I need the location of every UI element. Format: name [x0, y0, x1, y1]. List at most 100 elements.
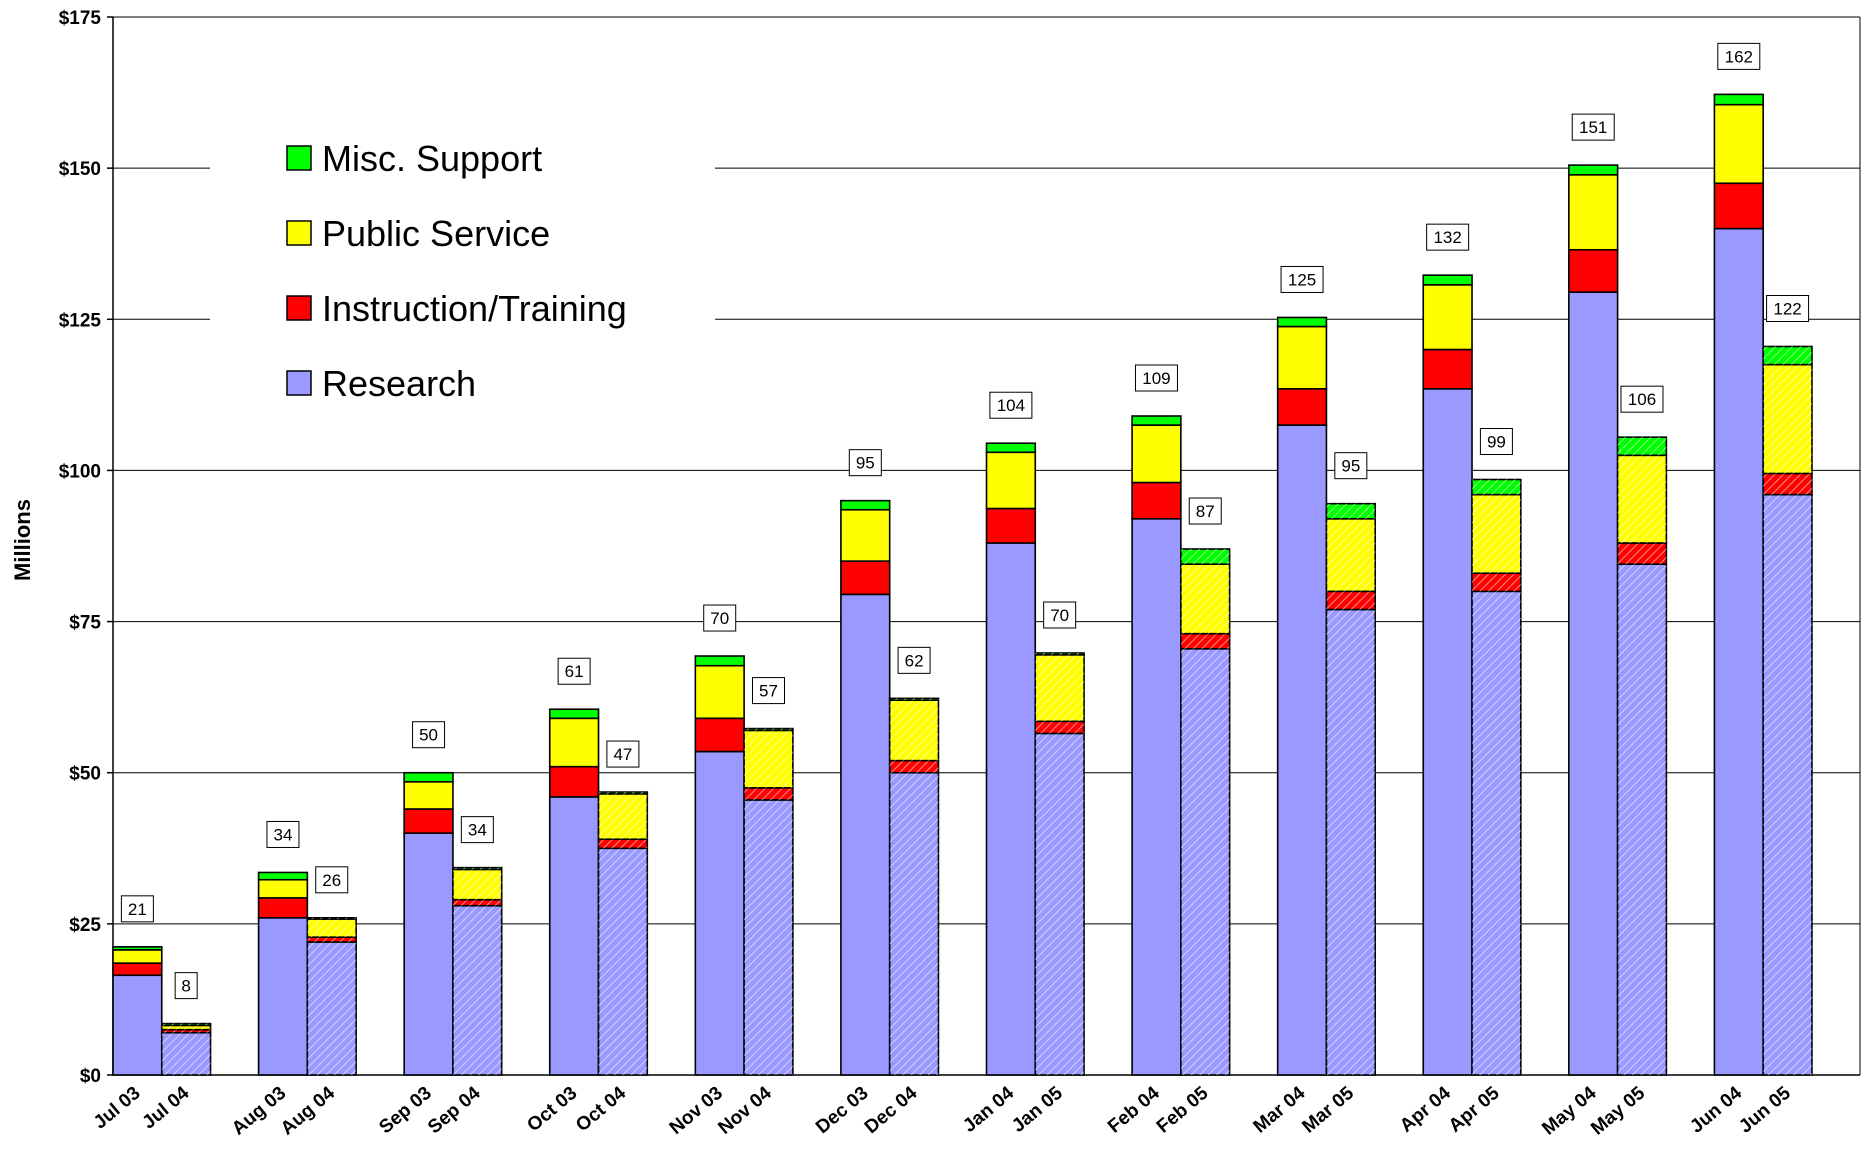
- bar-segment-research: [694, 750, 745, 1076]
- bar-hatch: [1472, 591, 1521, 1075]
- bar-segment-research: [257, 917, 309, 1076]
- bar-hatch: [1763, 346, 1812, 365]
- bar-segment-research: [1568, 291, 1619, 1076]
- bar-hatch: [744, 728, 793, 731]
- bar-hatch: [1035, 654, 1085, 722]
- bar-hatch: [1763, 494, 1812, 1075]
- bar-segment-instruction-training: [1131, 481, 1182, 520]
- bar-segment-public-service: [1276, 325, 1328, 390]
- total-label-box: [1043, 601, 1077, 629]
- x-tick-label: Jun 04: [1686, 1082, 1746, 1137]
- total-label: 99: [1487, 432, 1506, 451]
- total-label-box: [1766, 294, 1810, 322]
- bar-segment-misc-support: [1568, 164, 1619, 176]
- y-tick-label: $25: [69, 915, 101, 936]
- legend-swatch-research: [286, 370, 312, 396]
- bar-segment-instruction-training: [1568, 248, 1619, 293]
- total-label: 34: [468, 821, 487, 840]
- bar-hatch: [452, 905, 502, 1075]
- bar-segment-research: [1276, 424, 1328, 1076]
- bar-segment-misc-support: [1713, 93, 1764, 106]
- bar-segment-instruction-training: [985, 507, 1037, 544]
- x-tick-label: Jul 04: [139, 1082, 194, 1133]
- total-label: 21: [128, 900, 147, 919]
- total-label: 57: [759, 682, 778, 701]
- x-tick-label: Oct 04: [572, 1082, 630, 1136]
- total-label: 8: [181, 977, 190, 996]
- total-label-box: [412, 721, 446, 749]
- bar-hatch: [744, 730, 793, 788]
- x-tick-label: Jan 04: [959, 1082, 1018, 1136]
- bar-hatch: [307, 941, 357, 1075]
- total-label: 132: [1433, 228, 1461, 247]
- x-tick-label: Jan 05: [1008, 1082, 1067, 1136]
- bar-hatch: [889, 760, 939, 773]
- legend-label: Misc. Support: [322, 138, 542, 179]
- x-tick-label: Apr 04: [1396, 1082, 1455, 1136]
- bar-hatch: [598, 839, 648, 849]
- bar-hatch: [1326, 518, 1376, 592]
- bar-hatch: [1180, 633, 1230, 649]
- total-label: 95: [1341, 457, 1360, 476]
- x-tick-label: May 04: [1538, 1082, 1600, 1139]
- legend-label: Instruction/Training: [322, 288, 627, 329]
- bar-segment-instruction-training: [112, 962, 163, 977]
- total-label-box: [606, 740, 640, 768]
- x-tick-label: Nov 04: [714, 1082, 776, 1138]
- bar-hatch: [307, 937, 357, 942]
- total-label-box: [1571, 113, 1615, 141]
- bar-hatch: [1617, 542, 1667, 565]
- bar-segment-research: [1713, 227, 1764, 1076]
- legend-background: [210, 128, 715, 398]
- x-tick-label: May 05: [1587, 1082, 1649, 1139]
- total-label: 70: [1050, 606, 1069, 625]
- bar-segment-public-service: [1422, 284, 1473, 351]
- total-label-box: [1334, 452, 1368, 480]
- bar-hatch: [452, 899, 502, 906]
- bar-segment-misc-support: [985, 442, 1037, 454]
- x-tick-label: Aug 04: [277, 1082, 339, 1139]
- bar-hatch: [744, 787, 793, 800]
- y-tick-label: $125: [59, 310, 102, 331]
- bar-hatch: [1617, 437, 1667, 456]
- bar-segment-instruction-training: [840, 560, 891, 596]
- bar-segment-misc-support: [257, 871, 309, 881]
- bar-hatch: [1617, 564, 1667, 1075]
- total-label: 61: [565, 662, 584, 681]
- x-tick-label: Aug 03: [228, 1083, 290, 1140]
- legend-swatch-misc-support: [286, 145, 312, 171]
- bar-segment-misc-support: [840, 499, 891, 511]
- x-tick-label: Feb 04: [1104, 1082, 1164, 1137]
- total-label: 34: [274, 825, 293, 844]
- bar-segment-misc-support: [1131, 415, 1182, 426]
- bar-segment-research: [840, 593, 891, 1076]
- total-label: 109: [1142, 369, 1170, 388]
- bar-segment-public-service: [1568, 173, 1619, 251]
- bar-hatch: [889, 772, 939, 1075]
- bar-segment-public-service: [1713, 103, 1764, 185]
- x-tick-label: Mar 05: [1298, 1082, 1358, 1137]
- bar-hatch: [1035, 733, 1085, 1075]
- bar-segment-misc-support: [548, 708, 600, 720]
- total-label: 162: [1725, 47, 1753, 66]
- bar-segment-instruction-training: [257, 897, 309, 919]
- x-tick-label: Feb 05: [1153, 1082, 1213, 1137]
- total-label: 62: [905, 651, 924, 670]
- total-label: 70: [710, 609, 729, 628]
- total-label-box: [460, 816, 494, 844]
- x-tick-label: Apr 05: [1445, 1082, 1504, 1136]
- total-label-box: [1134, 364, 1178, 392]
- x-tick-label: Dec 03: [812, 1083, 872, 1138]
- bar-hatch: [452, 867, 502, 870]
- total-label: 26: [322, 871, 341, 890]
- legend: Misc. Support Public Service Instruction/T…: [210, 128, 715, 404]
- bar-hatch: [1180, 549, 1230, 565]
- x-tick-label: Jun 05: [1735, 1082, 1795, 1137]
- y-tick-label: $175: [59, 8, 102, 29]
- total-label: 125: [1288, 270, 1316, 289]
- total-label-box: [1280, 265, 1324, 293]
- bar-segment-instruction-training: [1713, 182, 1764, 230]
- bar-segment-instruction-training: [548, 765, 600, 798]
